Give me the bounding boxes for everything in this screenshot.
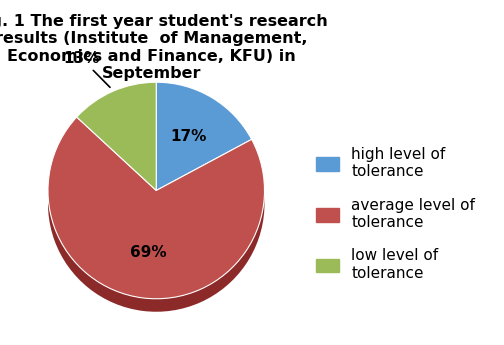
Wedge shape — [48, 117, 265, 299]
Text: Fig. 1 The first year student's research
results (Institute  of Management,
Econ: Fig. 1 The first year student's research… — [0, 14, 328, 81]
Wedge shape — [156, 95, 251, 204]
Wedge shape — [77, 95, 156, 204]
Wedge shape — [77, 82, 156, 190]
Wedge shape — [48, 130, 265, 312]
Wedge shape — [156, 82, 251, 190]
Text: 69%: 69% — [130, 245, 167, 260]
Text: 17%: 17% — [170, 129, 207, 144]
Text: 13%: 13% — [63, 51, 110, 87]
Legend: high level of
tolerance, average level of
tolerance, low level of
tolerance: high level of tolerance, average level o… — [310, 141, 481, 287]
